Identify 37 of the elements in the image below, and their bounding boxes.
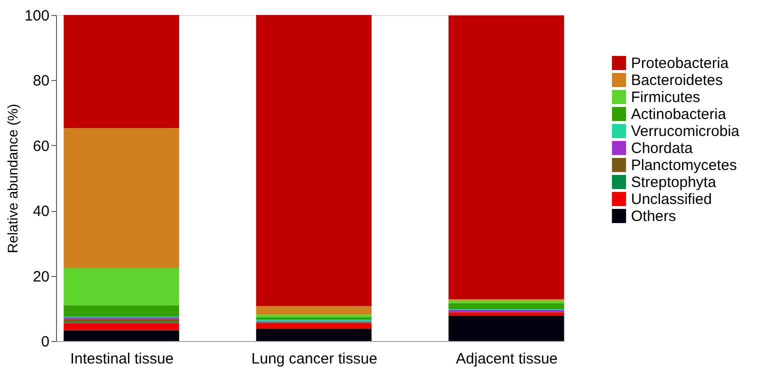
bar [256, 15, 372, 306]
bar [448, 303, 564, 310]
bar [256, 323, 372, 329]
legend-label: Verrucomicrobia [631, 123, 740, 140]
bar [64, 15, 180, 128]
y-tick-label: 0 [41, 334, 50, 350]
x-tick-label: Lung cancer tissue [251, 350, 378, 368]
y-tick-label: 80 [32, 72, 50, 90]
bar [256, 306, 372, 315]
bar [448, 300, 564, 304]
bar [256, 328, 372, 341]
y-tick-label: 100 [24, 8, 50, 24]
legend-label: Proteobacteria [631, 55, 730, 72]
x-tick-label: Adjacent tissue [456, 350, 558, 368]
bar [64, 128, 180, 268]
bar [448, 316, 564, 341]
bar [64, 323, 180, 330]
legend-label: Firmicutes [631, 89, 700, 106]
legend-label: Others [631, 208, 676, 225]
y-axis-title: Relative abundance (%) [4, 104, 20, 254]
legend-label: Planctomycetes [631, 157, 737, 174]
bar [256, 314, 372, 318]
y-tick-label: 60 [32, 138, 50, 155]
legend-label: Streptophyta [631, 174, 717, 191]
y-tick-label: 40 [32, 203, 50, 220]
x-tick-label: Intestinal tissue [70, 350, 174, 368]
bar [448, 15, 564, 300]
bar [64, 318, 180, 322]
bar [64, 330, 180, 341]
legend-label: Actinobacteria [631, 106, 727, 123]
bar [64, 305, 180, 317]
bar [64, 268, 180, 306]
bar [448, 312, 564, 316]
legend-label: Chordata [631, 140, 694, 157]
legend-label: Unclassified [631, 191, 712, 208]
legend-label: Bacteroidetes [631, 72, 723, 89]
y-tick-label: 20 [32, 268, 50, 286]
